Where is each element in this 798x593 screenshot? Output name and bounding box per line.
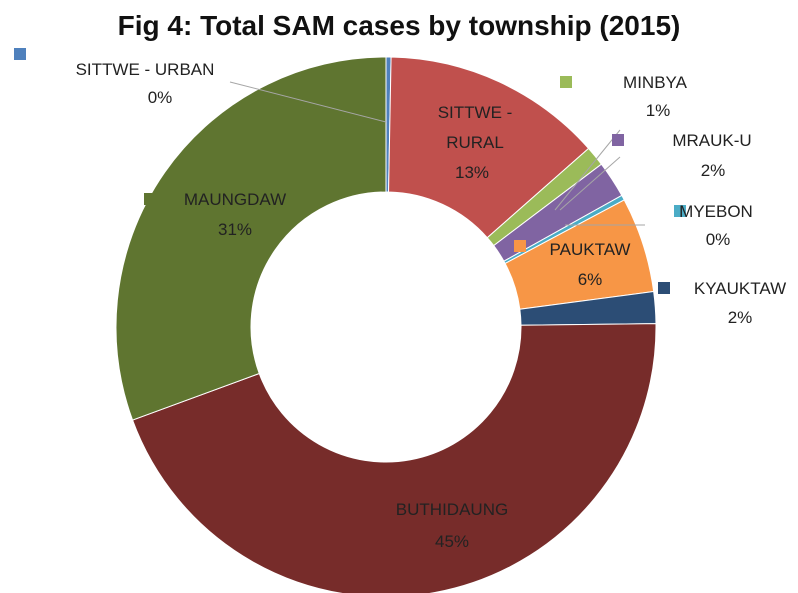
label-marker — [560, 76, 572, 88]
slice-value-label: 2% — [727, 308, 753, 327]
slice-label: BUTHIDAUNG — [395, 500, 509, 519]
slice-label: MYEBON — [679, 202, 753, 221]
label-marker — [514, 240, 526, 252]
label-marker — [144, 193, 156, 205]
slice-label: MINBYA — [623, 73, 687, 92]
slice-label: MRAUK-U — [672, 131, 752, 150]
label-marker — [674, 205, 686, 217]
slice-value-label: 13% — [454, 163, 490, 182]
slice-label: SITTWE - URBAN — [75, 60, 215, 79]
label-marker — [612, 134, 624, 146]
donut-slice — [131, 323, 657, 593]
slice-value-label: 0% — [705, 230, 731, 249]
slice-value-label: 45% — [434, 532, 470, 551]
slice-label: SITTWE - RURAL — [437, 103, 513, 152]
slice-value-label: 6% — [577, 270, 603, 289]
chart-title: Fig 4: Total SAM cases by township (2015… — [117, 10, 681, 41]
leader-line — [229, 81, 387, 123]
donut-slice — [115, 56, 387, 421]
slice-label: MAUNGDAW — [183, 190, 287, 209]
slice-label: KYAUKTAW — [693, 279, 787, 298]
leader-line — [559, 156, 621, 211]
slice-value-label: 2% — [700, 161, 726, 180]
slice-value-label: 31% — [217, 220, 253, 239]
leader-line — [554, 129, 621, 211]
label-marker — [14, 48, 26, 60]
donut-slice — [388, 56, 590, 239]
slice-value-label: 1% — [645, 101, 671, 120]
slice-label: PAUKTAW — [549, 240, 631, 259]
label-marker — [658, 282, 670, 294]
slice-value-label: 0% — [147, 88, 173, 107]
